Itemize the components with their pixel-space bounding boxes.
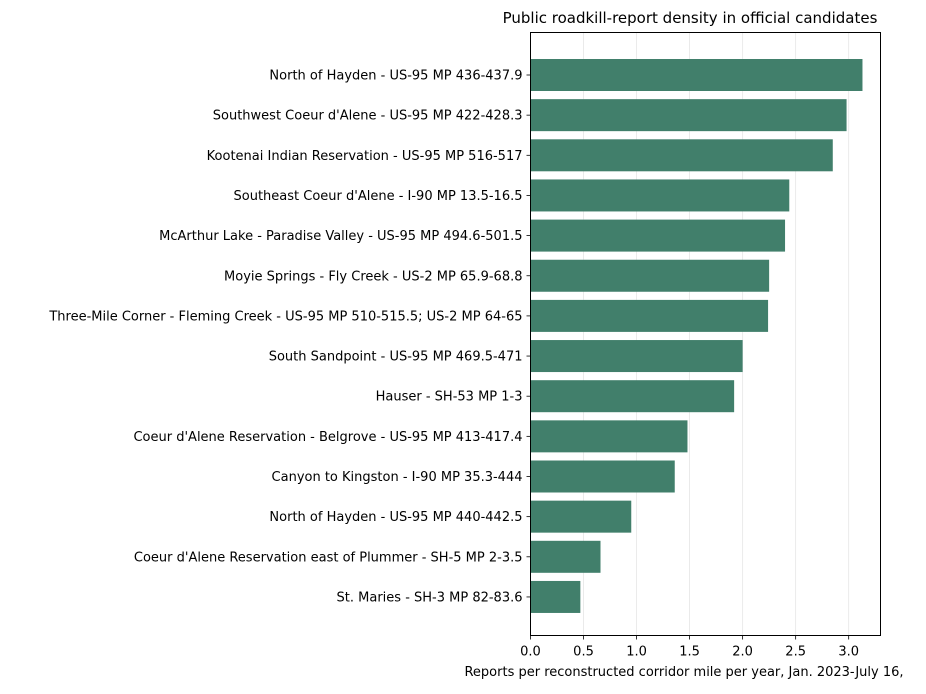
x-tick-label: 1.5 [679,645,700,660]
bar [530,59,863,91]
bar [530,219,786,252]
y-tick-label: St. Maries - SH-3 MP 82-83.6 [337,590,523,605]
bar [530,179,790,212]
bars-layer [530,59,863,613]
bar [530,420,688,453]
y-tick-label: Southeast Coeur d'Alene - I-90 MP 13.5-1… [234,189,523,204]
y-tick-labels: North of Hayden - US-95 MP 436-437.9 Sout… [48,69,531,605]
x-axis-label: Reports per reconstructed corridor mile … [464,665,903,680]
y-tick-label: North of Hayden - US-95 MP 436-437.9 [269,69,522,84]
bar [530,500,632,533]
y-tick-label: Coeur d'Alene Reservation - Belgrove - U… [133,430,522,445]
y-tick-label: McArthur Lake - Paradise Valley - US-95 … [159,229,522,244]
bar [530,540,601,573]
y-tick-label: Kootenai Indian Reservation - US-95 MP 5… [207,149,523,164]
y-tick-label: North of Hayden - US-95 MP 440-442.5 [269,510,522,525]
bar [530,460,675,493]
y-tick-label: Southwest Coeur d'Alene - US-95 MP 422-4… [213,109,523,124]
grid-layer [530,32,850,636]
y-tick-label: Coeur d'Alene Reservation east of Plumme… [134,550,523,565]
x-tick-label: 0.0 [520,645,541,660]
y-tick-label: Canyon to Kingston - I-90 MP 35.3-444 [272,470,523,485]
x-tick-label: 3.0 [838,645,859,660]
chart-title: Public roadkill-report density in offici… [503,9,878,27]
y-tick-label: Hauser - SH-53 MP 1-3 [376,390,523,405]
x-tick-label: 2.5 [785,645,806,660]
bar [530,259,770,292]
bar [530,99,847,132]
bar [530,299,769,332]
bar [530,580,581,613]
y-tick-label: South Sandpoint - US-95 MP 469.5-471 [269,350,523,365]
y-tick-label: Three-Mile Corner - Fleming Creek - US-9… [48,309,522,324]
x-tick-labels: 0.0 0.5 1.0 1.5 2.0 2.5 3.0 [520,635,859,660]
bar [530,340,743,373]
y-tick-label: Moyie Springs - Fly Creek - US-2 MP 65.9… [224,269,522,284]
x-tick-label: 1.0 [626,645,647,660]
bar [530,139,833,172]
plot-frame [530,32,881,636]
bar [530,380,735,413]
x-tick-label: 2.0 [732,645,753,660]
x-tick-label: 0.5 [573,645,594,660]
